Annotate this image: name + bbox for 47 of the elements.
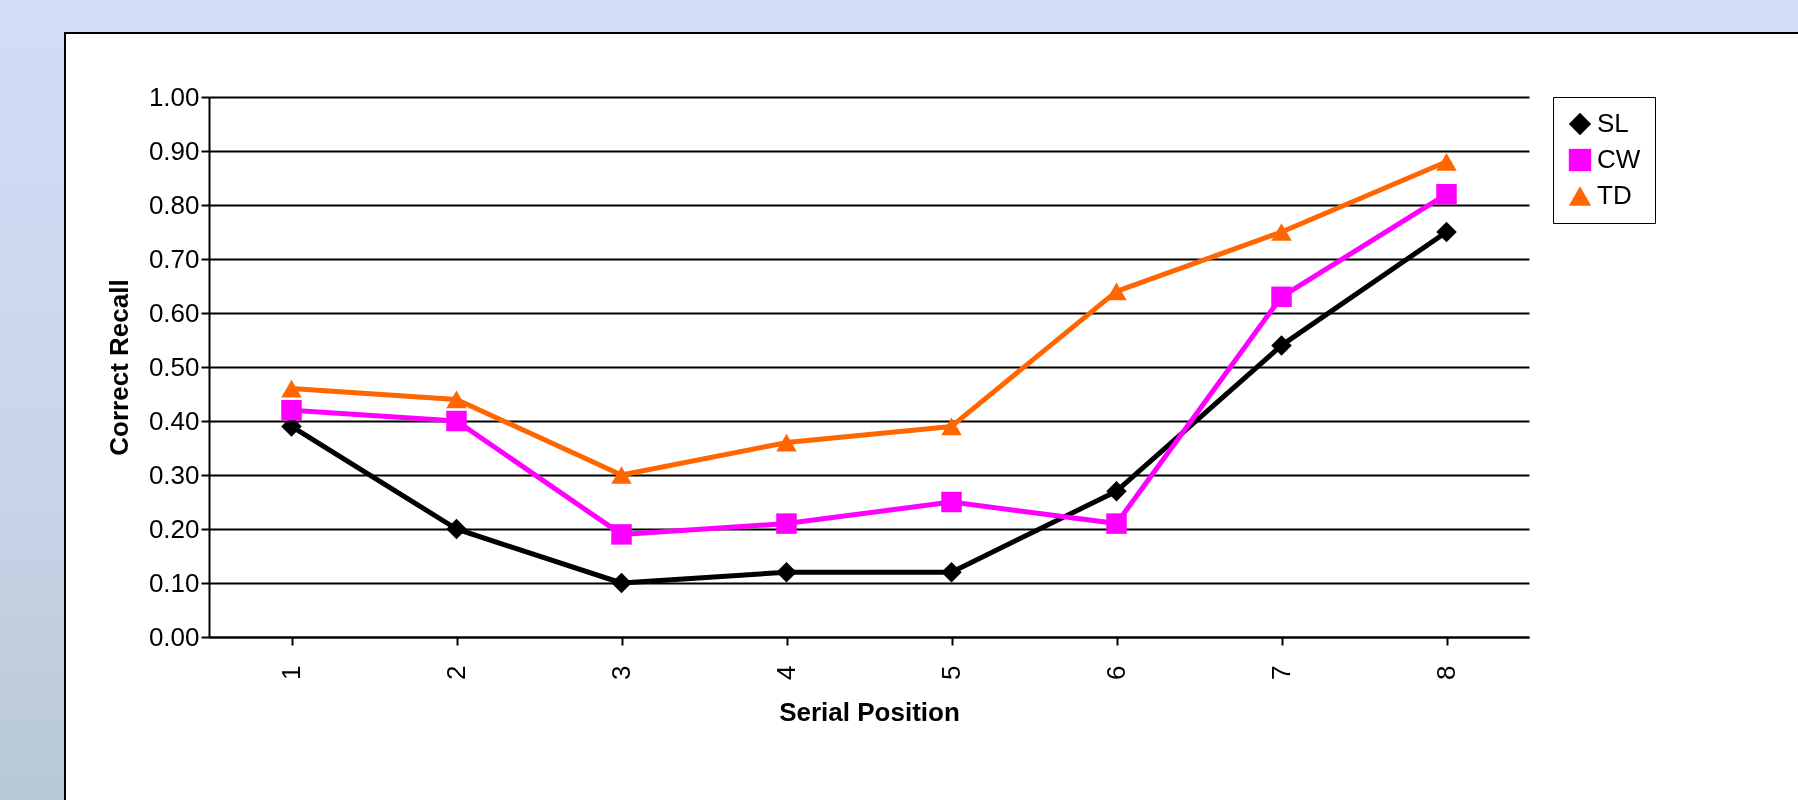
x-tick-label: 1 xyxy=(276,665,306,680)
point xyxy=(941,561,962,583)
point xyxy=(1271,335,1292,356)
x-tick-label: 5 xyxy=(936,665,966,680)
point xyxy=(1271,286,1292,308)
point xyxy=(1436,152,1457,171)
y-tick-label: 1.00 xyxy=(148,81,200,112)
y-tick-label: 0.70 xyxy=(148,243,200,274)
point xyxy=(776,561,797,583)
x-axis-title: Serial Position xyxy=(779,696,960,727)
y-tick-label: 0.80 xyxy=(148,189,200,220)
point xyxy=(446,390,467,409)
x-tick-label: 6 xyxy=(1101,665,1131,680)
point xyxy=(1106,480,1127,502)
x-tick-label: 3 xyxy=(606,665,636,680)
x-tick-label: 7 xyxy=(1266,665,1296,680)
y-tick-label: 0.00 xyxy=(148,621,200,652)
point xyxy=(1436,221,1457,243)
point xyxy=(1271,223,1292,241)
x-tick-label: 8 xyxy=(1431,665,1461,680)
point xyxy=(281,399,302,421)
point xyxy=(941,417,962,436)
point xyxy=(611,572,632,594)
point xyxy=(1106,282,1127,301)
legend-label: SL xyxy=(1597,108,1629,138)
x-tick-label: 2 xyxy=(441,665,471,680)
legend-label: TD xyxy=(1597,180,1632,210)
y-tick-label: 0.20 xyxy=(148,513,200,544)
point xyxy=(611,466,632,484)
point xyxy=(611,524,632,545)
y-tick-label: 0.50 xyxy=(148,351,200,382)
point xyxy=(446,518,467,540)
y-tick-label: 0.30 xyxy=(148,459,200,490)
y-tick-label: 0.40 xyxy=(148,405,200,436)
y-axis-title: Correct Recall xyxy=(103,279,134,456)
point xyxy=(776,513,797,534)
point xyxy=(446,410,467,432)
y-tick-label: 0.10 xyxy=(148,567,200,598)
point xyxy=(1106,513,1127,534)
y-tick-label: 0.60 xyxy=(148,297,200,328)
legend-label: CW xyxy=(1597,144,1641,174)
point xyxy=(1436,183,1457,205)
x-tick-label: 4 xyxy=(771,665,801,680)
point xyxy=(281,379,302,398)
y-tick-label: 0.90 xyxy=(148,135,200,166)
point xyxy=(941,491,962,513)
point xyxy=(776,433,797,452)
